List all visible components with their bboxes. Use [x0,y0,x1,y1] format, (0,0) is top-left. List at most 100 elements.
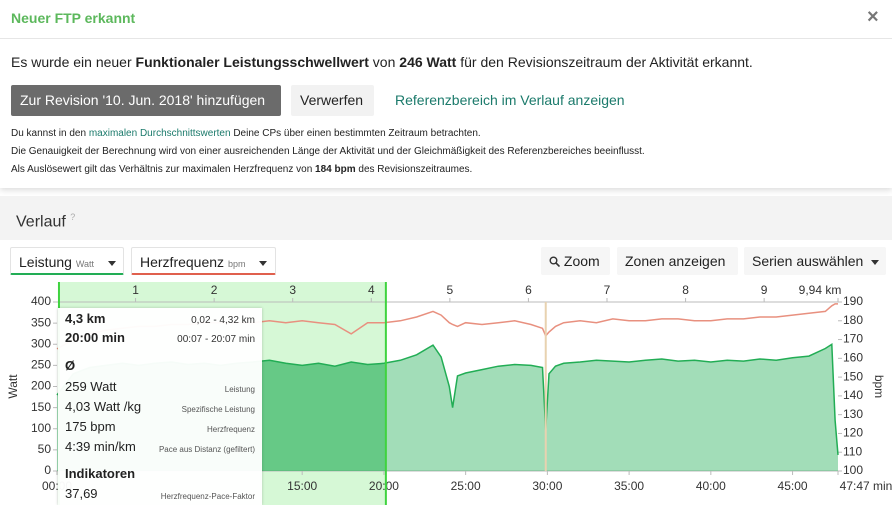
y2-axis-label: bpm [872,375,886,398]
text: von [368,54,400,70]
x-tick-label: 40:00 [696,479,726,493]
text: des Revisionszeitraumes. [355,164,473,175]
tooltip-value: 20:00 min [65,330,125,345]
x-tick-label: 25:00 [451,479,481,493]
zoom-icon [549,256,561,268]
dialog-title: Neuer FTP erkannt [11,10,136,26]
text: Leistung [19,254,72,270]
y2-tick-label: 140 [843,388,863,402]
caret [871,259,880,265]
text: Deine CPs über einen bestimmten Zeitraum… [230,128,481,139]
x2-tick-label: 5 [447,283,454,297]
tooltip-label: Spezifische Leistung [181,405,255,414]
y-tick-label: 400 [31,294,51,308]
tooltip-row: 37,69 Herzfrequenz-Pace-Faktor [65,485,255,503]
y-tick-label: 200 [31,379,51,393]
series-dropdown[interactable]: Herzfrequenz bpm [131,247,276,275]
caret [108,260,116,266]
tooltip-row: 4,03 Watt /kg Spezifische Leistung [65,398,255,416]
x-tick-label: 20:00 [369,479,399,493]
link[interactable]: maximalen Durchschnittswerten [88,128,231,139]
zoom-button[interactable]: Zoom [541,247,610,275]
text: Es wurde ein neuer [11,54,136,70]
y-tick-label: 100 [31,421,51,435]
text: Zoom [563,253,600,269]
x2-tick-label: 4 [368,283,375,297]
show-range-link[interactable]: Referenzbereich im Verlauf anzeigen [395,92,625,108]
x2-tick-label: 6 [525,283,532,297]
text: 246 Watt [399,54,457,70]
tooltip-value: 259 Watt [65,379,117,394]
tooltip-label: Herzfrequenz [206,425,255,434]
section-header [0,196,892,240]
zones-button[interactable]: Zonen anzeigen [617,247,738,275]
tooltip-label: Leistung [224,385,255,394]
text: Serien auswählen [752,253,864,269]
text: Verlauf [16,213,66,231]
y-tick-label: 350 [31,315,51,329]
discard-button[interactable]: Verwerfen [291,85,374,116]
x2-tick-label: 3 [289,283,296,297]
y-tick-label: 150 [31,400,51,414]
x-tick-label: 47:47 min [840,479,892,493]
y-tick-label: 250 [31,358,51,372]
tooltip-value: Indikatoren [65,466,136,481]
tooltip-label: 0,02 - 4,32 km [191,315,255,326]
tooltip-value: 175 bpm [65,419,116,434]
y2-tick-label: 180 [843,313,863,327]
x2-tick-label: 9 [761,283,768,297]
note: Du kannst in den maximalen Durchschnitts… [11,128,481,139]
text: Funktionaler Leistungsschwellwert [135,54,369,70]
y2-tick-label: 150 [843,369,863,383]
y-axis-label: Watt [6,374,20,399]
y2-tick-label: 110 [843,444,862,458]
x-tick-label: 45:00 [778,479,808,493]
message: Es wurde ein neuer Funktionaler Leistung… [11,54,753,70]
y2-tick-label: 100 [843,463,863,477]
tooltip-label: 00:07 - 20:07 min [177,334,255,345]
tooltip-row: Indikatoren [65,465,255,483]
tooltip-row: 175 bpm Herzfrequenz [65,418,255,436]
y2-tick-label: 130 [843,407,863,421]
add-revision-button[interactable]: Zur Revision '10. Jun. 2018' hinzufügen [11,85,281,116]
caret [259,260,268,266]
y2-tick-label: 160 [843,351,863,365]
x-tick-label: 35:00 [614,479,644,493]
tooltip-row: 4:39 min/km Pace aus Distanz (gefiltert) [65,438,255,456]
close-button[interactable]: × [867,6,879,28]
section-title: Verlauf ? [16,212,75,231]
select-series-button[interactable]: Serien auswählen [744,247,886,275]
tooltip-row: 4,3 km 0,02 - 4,32 km [65,310,255,328]
y2-tick-label: 190 [843,294,863,308]
tooltip-value: 37,69 [65,486,98,501]
tooltip-value: 4,03 Watt /kg [65,399,142,414]
help-icon[interactable]: ? [70,212,76,222]
tooltip-label: Pace aus Distanz (gefiltert) [158,445,255,454]
tooltip-value: 4:39 min/km [65,439,136,454]
y-tick-label: 300 [31,336,51,350]
x2-tick-label: 2 [211,283,218,297]
x2-tick-label: 1 [132,283,139,297]
divider [0,38,892,39]
x2-tick-label: 8 [682,283,689,297]
tooltip-row: 259 Watt Leistung [65,378,255,396]
text: Die Genauigkeit der Berechnung wird von … [11,146,645,157]
text: für den Revisionszeitraum der Aktivität … [456,54,753,70]
text: 184 bpm [315,164,356,175]
tooltip-row: 20:00 min 00:07 - 20:07 min [65,329,255,347]
unit: Watt [75,259,94,269]
y-tick-label: 50 [38,442,52,456]
text: Du kannst in den [11,128,89,139]
tooltip-value: Ø [65,358,76,373]
tooltip-row: Ø [65,357,255,375]
x-tick-label: 15:00 [287,479,317,493]
ftp-dialog: Neuer FTP erkannt × Es wurde ein neuer F… [0,0,892,188]
tooltip: 4,3 km 0,02 - 4,32 km 20:00 min 00:07 - 20:… [58,308,262,505]
text: Als Auslösewert gilt das Verhältnis zur … [11,164,316,175]
x2-tick-label: 9,94 km [799,283,842,297]
y2-tick-label: 170 [843,332,863,346]
series-dropdown[interactable]: Leistung Watt [10,247,124,275]
unit: bpm [227,259,246,269]
text: Herzfrequenz [140,254,225,270]
